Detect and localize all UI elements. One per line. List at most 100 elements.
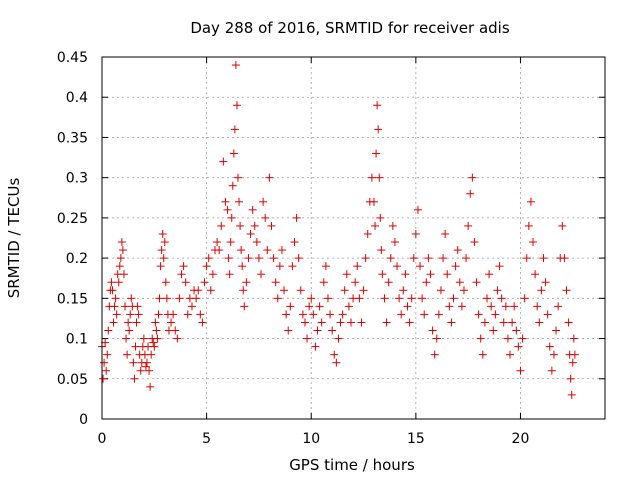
data-point: [102, 366, 111, 375]
data-point: [175, 294, 184, 303]
data-point: [235, 197, 244, 206]
data-point: [373, 101, 382, 110]
data-point: [129, 358, 138, 367]
data-point: [142, 358, 151, 367]
data-point: [179, 262, 188, 271]
data-point: [156, 262, 165, 271]
data-point: [228, 181, 237, 190]
data-point: [226, 238, 235, 247]
y-axis-label: SRMTID / TECUs: [5, 178, 23, 299]
data-point: [359, 286, 368, 295]
data-point: [346, 318, 355, 327]
data-point: [244, 254, 253, 263]
data-point: [374, 125, 383, 134]
data-point: [234, 173, 243, 182]
data-point: [405, 318, 414, 327]
data-point: [134, 310, 143, 319]
data-point: [372, 149, 381, 158]
data-point: [103, 350, 112, 359]
data-point: [275, 262, 284, 271]
data-point: [330, 350, 339, 359]
data-point: [223, 205, 232, 214]
data-point: [472, 278, 481, 287]
data-point: [537, 286, 546, 295]
data-point: [232, 101, 241, 110]
plot-frame: [101, 56, 606, 420]
data-point: [125, 326, 134, 335]
data-point: [426, 270, 435, 279]
data-point: [273, 294, 282, 303]
data-point: [296, 286, 305, 295]
data-point: [200, 278, 209, 287]
data-point: [424, 254, 433, 263]
data-point: [261, 213, 270, 222]
x-tick-label: 5: [202, 431, 211, 447]
data-point: [512, 326, 521, 335]
data-point: [162, 294, 171, 303]
data-point: [342, 270, 351, 279]
data-point: [535, 318, 544, 327]
data-point: [196, 310, 205, 319]
data-point: [252, 238, 261, 247]
data-point: [167, 318, 176, 327]
data-point: [453, 246, 462, 255]
data-point: [393, 262, 402, 271]
data-point: [376, 213, 385, 222]
data-point: [428, 326, 437, 335]
data-point: [564, 318, 573, 327]
data-point: [118, 246, 127, 255]
data-point: [420, 310, 429, 319]
x-tick-label: 20: [512, 431, 530, 447]
data-point: [154, 310, 163, 319]
data-point: [526, 197, 535, 206]
data-point: [248, 205, 257, 214]
data-point: [181, 278, 190, 287]
data-point: [236, 221, 245, 230]
data-point: [227, 213, 236, 222]
data-point: [499, 318, 508, 327]
data-point: [407, 294, 416, 303]
data-point: [157, 246, 166, 255]
data-point: [116, 254, 125, 263]
data-point: [397, 310, 406, 319]
data-point: [146, 382, 155, 391]
data-point: [271, 278, 280, 287]
data-point: [552, 326, 561, 335]
data-point: [334, 334, 343, 343]
data-point: [416, 262, 425, 271]
data-point: [474, 310, 483, 319]
data-point: [380, 294, 389, 303]
data-point: [198, 318, 207, 327]
data-point: [378, 270, 387, 279]
data-point: [493, 286, 502, 295]
data-point: [445, 302, 454, 311]
data-point: [111, 294, 120, 303]
data-point: [434, 310, 443, 319]
gridlines: [102, 57, 605, 419]
data-point: [422, 278, 431, 287]
data-point: [206, 286, 215, 295]
data-point: [110, 302, 119, 311]
data-point: [520, 294, 529, 303]
data-point: [290, 238, 299, 247]
data-point: [386, 254, 395, 263]
data-point: [151, 318, 160, 327]
data-point: [353, 262, 362, 271]
data-point: [239, 286, 248, 295]
data-point: [99, 374, 108, 383]
data-point: [307, 294, 316, 303]
data-point: [132, 318, 141, 327]
data-point: [224, 254, 233, 263]
data-point: [280, 286, 289, 295]
data-point: [319, 278, 328, 287]
chart-title: Day 288 of 2016, SRMTID for receiver adi…: [190, 19, 510, 37]
x-tick-label: 0: [98, 431, 107, 447]
data-point: [455, 278, 464, 287]
x-tick-label: 10: [302, 431, 320, 447]
data-point: [367, 173, 376, 182]
y-tick-label: 0.1: [66, 332, 88, 348]
data-point: [159, 254, 168, 263]
data-point: [286, 302, 295, 311]
data-point: [254, 254, 263, 263]
